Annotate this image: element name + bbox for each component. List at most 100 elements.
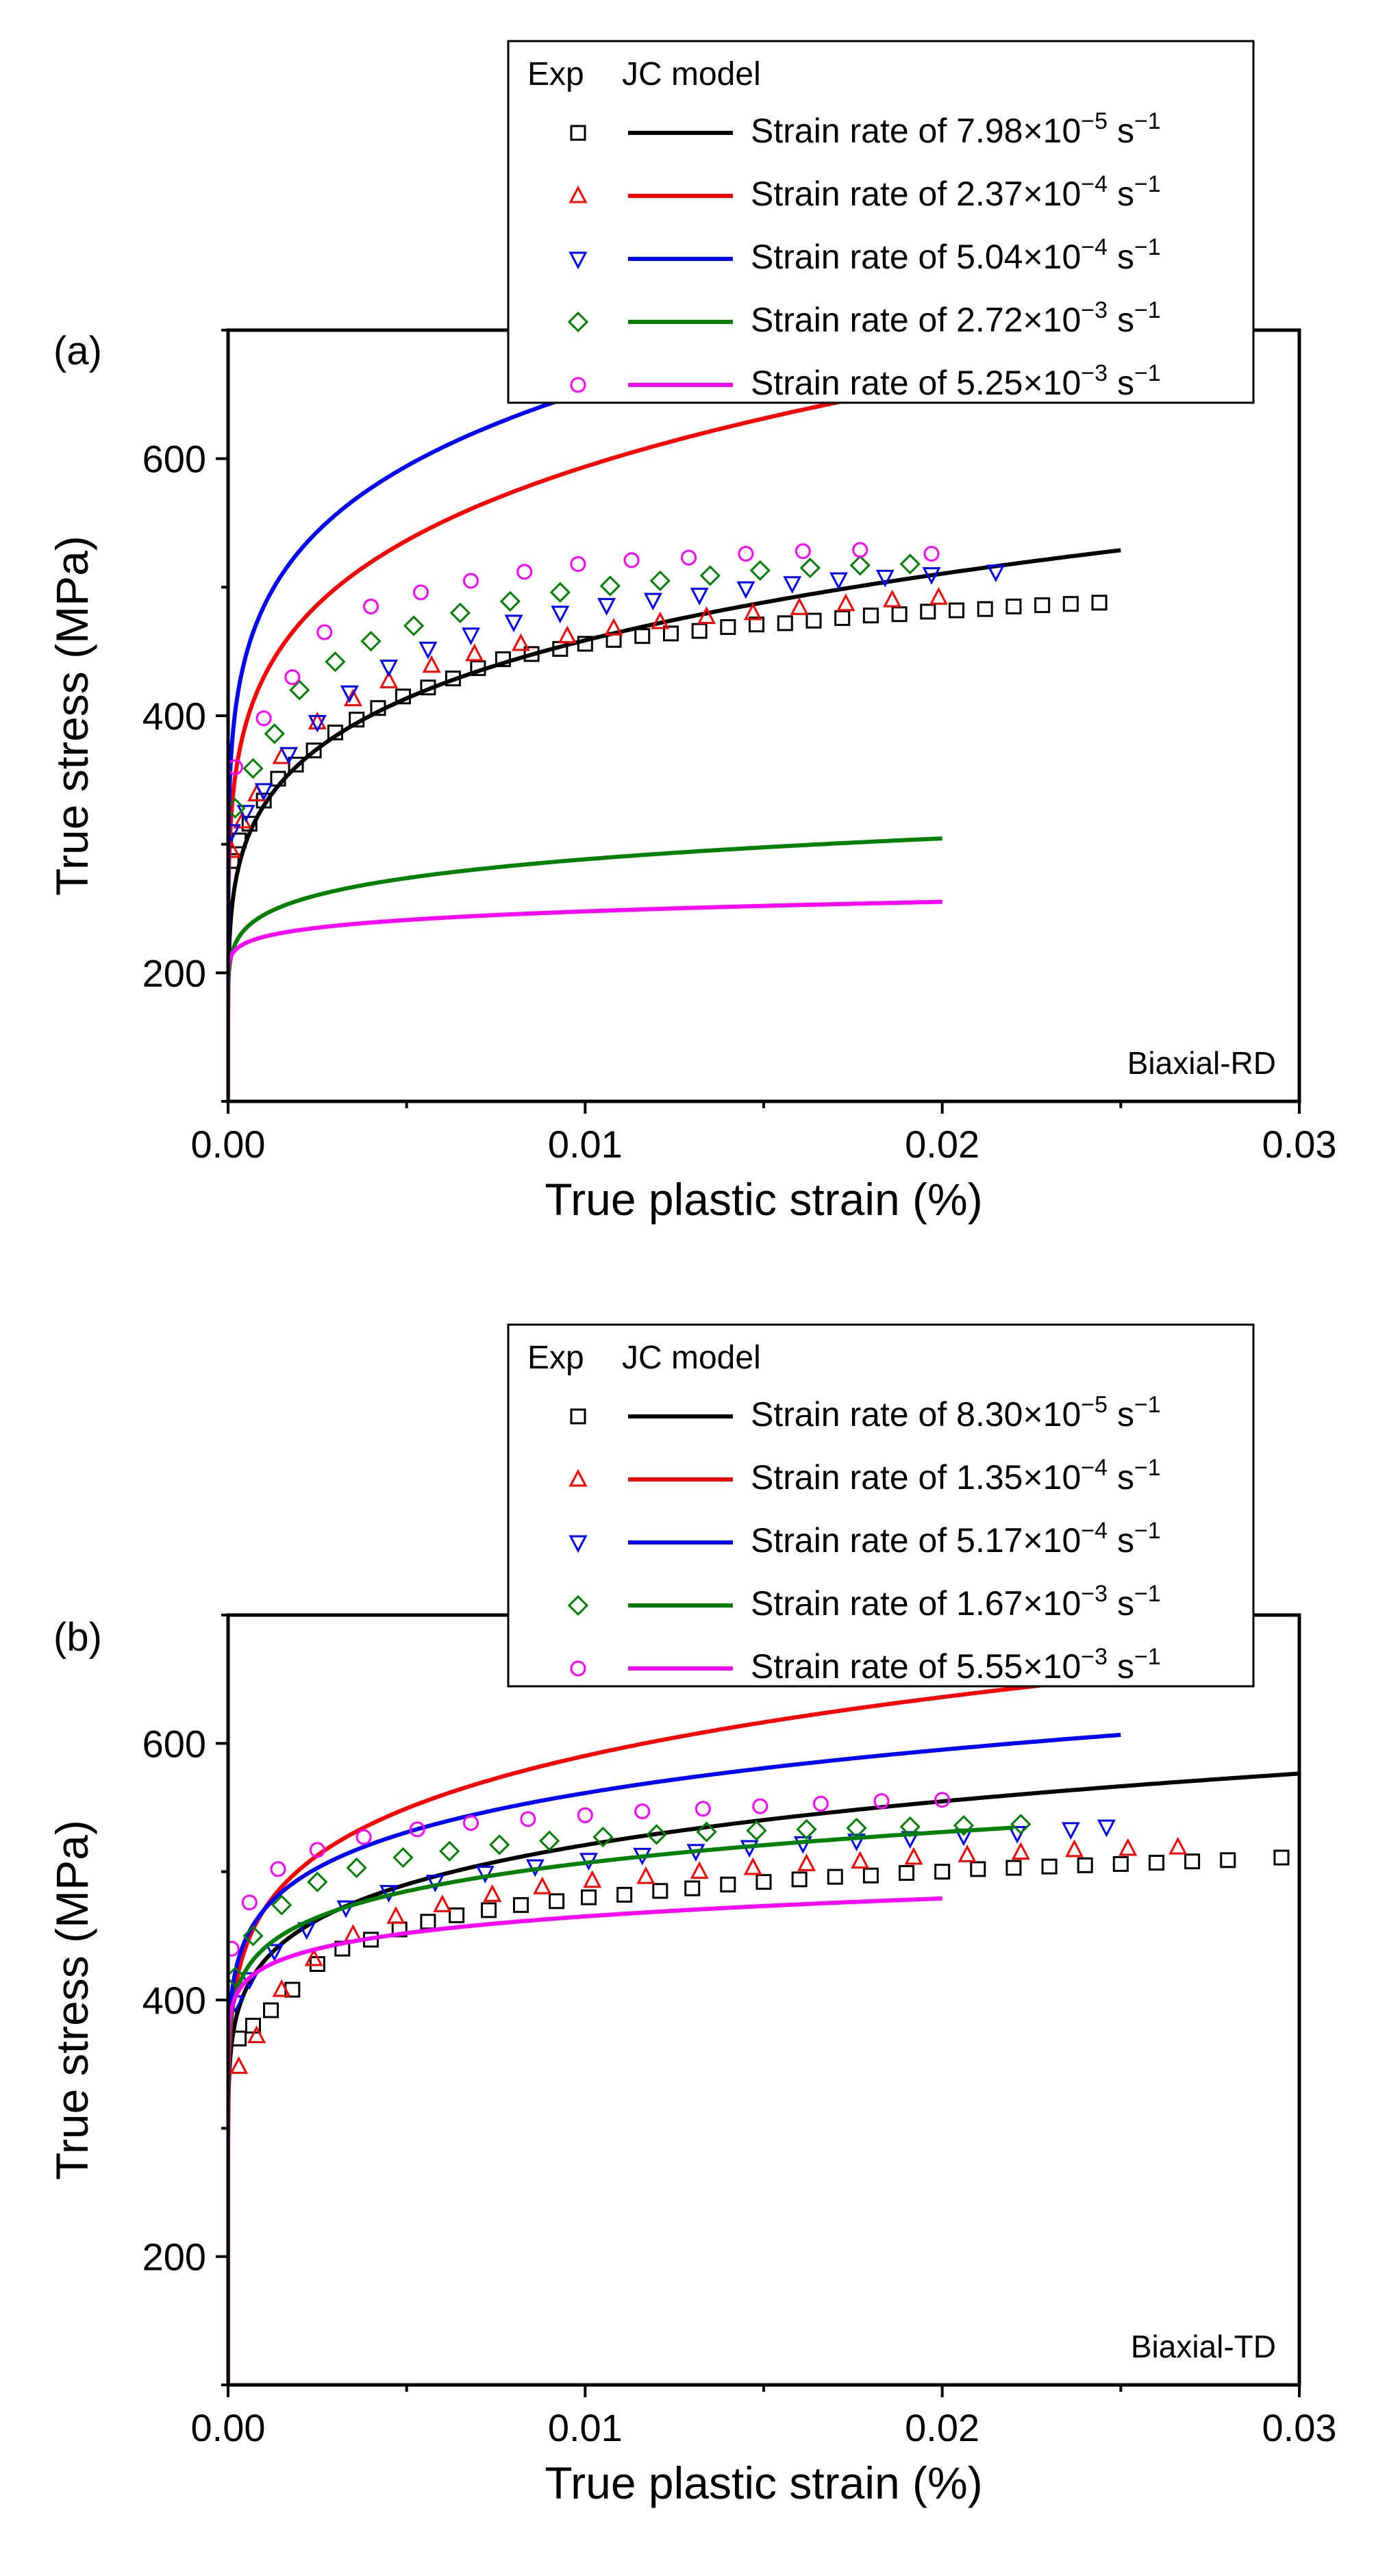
- exp-point: [228, 1940, 240, 1957]
- legend-header-exp: Exp: [527, 1340, 584, 1376]
- exp-point: [242, 758, 264, 779]
- exp-point: [875, 569, 895, 588]
- exp-point: [736, 581, 755, 599]
- exp-point: [783, 576, 802, 594]
- exp-point: [899, 553, 921, 575]
- exp-point: [597, 598, 616, 616]
- legend-entry: Strain rate of 5.25×10−3 s−1: [570, 360, 1161, 402]
- legend-marker: [567, 311, 589, 333]
- legend-marker: [570, 1660, 586, 1677]
- exp-point: [799, 558, 821, 579]
- legend-entry: Strain rate of 1.35×10−4 s−1: [568, 1455, 1161, 1497]
- exp-point: [662, 625, 679, 642]
- legend-label: Strain rate of 2.37×10−4 s−1: [751, 171, 1161, 213]
- x-tick-label: 0.03: [1262, 2406, 1337, 2449]
- exp-point: [583, 1870, 602, 1888]
- exp-point: [327, 724, 343, 740]
- exp-point: [445, 671, 461, 687]
- x-tick-label: 0.00: [191, 1123, 266, 1166]
- exp-point: [636, 1866, 655, 1884]
- exp-point: [922, 567, 941, 585]
- exp-point: [1273, 1849, 1290, 1866]
- plot-frame: [226, 328, 1301, 1103]
- exp-point: [651, 611, 670, 629]
- x-tick-label: 0.03: [1262, 1123, 1337, 1166]
- exp-point: [604, 618, 623, 636]
- exp-point: [623, 552, 640, 568]
- exp-point: [1061, 1822, 1080, 1840]
- exp-point: [549, 582, 571, 603]
- exp-point: [489, 1834, 510, 1855]
- exp-point: [790, 597, 809, 615]
- exp-point: [363, 598, 379, 614]
- chart-panel-b: (b) 0.00 0.01 0.02 0.03 200 400 600 True plastic…: [47, 1323, 1337, 2508]
- exp-point: [690, 588, 709, 605]
- chart-panel-a: (a) 0.00 0.01 0.02 0.03 200 400 600 True plastic…: [47, 40, 1337, 1225]
- exp-point: [523, 646, 540, 662]
- y-tick-label: 400: [142, 695, 206, 738]
- exp-point: [599, 575, 621, 597]
- exp-point: [549, 1893, 565, 1910]
- exp-point: [577, 636, 593, 652]
- exp-point: [777, 615, 793, 632]
- exp-point: [720, 619, 736, 636]
- model-curve: [228, 548, 1121, 1101]
- legend-entry: Strain rate of 8.30×10−5 s−1: [570, 1392, 1161, 1434]
- exp-point: [533, 1876, 552, 1895]
- exp-point: [934, 1792, 951, 1808]
- exp-point: [605, 632, 622, 648]
- exp-point: [738, 546, 754, 562]
- exp-point: [403, 615, 425, 636]
- exp-point: [1112, 1855, 1129, 1872]
- exp-point: [958, 1845, 977, 1862]
- model-curve: [228, 1896, 942, 2385]
- legend-marker: [570, 1408, 586, 1425]
- legend-entry: Strain rate of 5.55×10−3 s−1: [570, 1644, 1161, 1686]
- exp-point: [229, 2056, 249, 2074]
- exp-point: [265, 1944, 284, 1962]
- exp-point: [749, 560, 771, 582]
- exp-point: [270, 1861, 286, 1877]
- panel-label: (a): [53, 329, 102, 373]
- legend-entry: Strain rate of 2.37×10−4 s−1: [568, 171, 1161, 213]
- exp-point: [236, 805, 255, 823]
- exp-point: [325, 651, 346, 673]
- exp-point: [263, 2002, 279, 2018]
- exp-point: [634, 628, 651, 645]
- exp-point: [241, 1895, 258, 1911]
- x-tick-label: 0.01: [548, 1123, 623, 1166]
- legend-header-model: JC model: [622, 56, 761, 92]
- panel-label: (b): [53, 1615, 102, 1660]
- exp-point: [279, 747, 299, 765]
- model-curve: [228, 330, 838, 1101]
- series-2: [228, 1675, 1188, 2385]
- exp-point: [309, 1842, 325, 1858]
- exp-point: [695, 1801, 711, 1817]
- y-axis-title: True stress (MPa): [47, 1820, 97, 2180]
- legend-label: Strain rate of 2.72×10−3 s−1: [751, 297, 1161, 339]
- exp-point: [681, 549, 697, 566]
- exp-point: [264, 723, 285, 745]
- exp-point: [1034, 597, 1051, 614]
- series-5: [228, 542, 942, 1101]
- exp-point: [797, 1853, 816, 1871]
- exp-point: [470, 660, 486, 677]
- exp-point: [305, 742, 322, 759]
- exp-point: [901, 1831, 920, 1849]
- x-axis-title: True plastic strain (%): [545, 1174, 982, 1225]
- exp-point: [1005, 1860, 1022, 1876]
- exp-point: [1220, 1852, 1236, 1868]
- model-curve: [228, 379, 943, 1101]
- exp-point: [634, 1803, 651, 1820]
- exp-point: [746, 1820, 767, 1841]
- exp-point: [289, 679, 310, 701]
- exp-point: [308, 714, 327, 733]
- exp-point: [463, 573, 479, 589]
- exp-point: [241, 816, 258, 832]
- exp-point: [720, 1876, 736, 1892]
- legend-label: Strain rate of 5.25×10−3 s−1: [751, 360, 1161, 402]
- legend-box: [507, 1323, 1255, 1688]
- legend-box: [507, 40, 1255, 404]
- exp-point: [949, 602, 965, 618]
- legend-marker: [567, 1595, 589, 1616]
